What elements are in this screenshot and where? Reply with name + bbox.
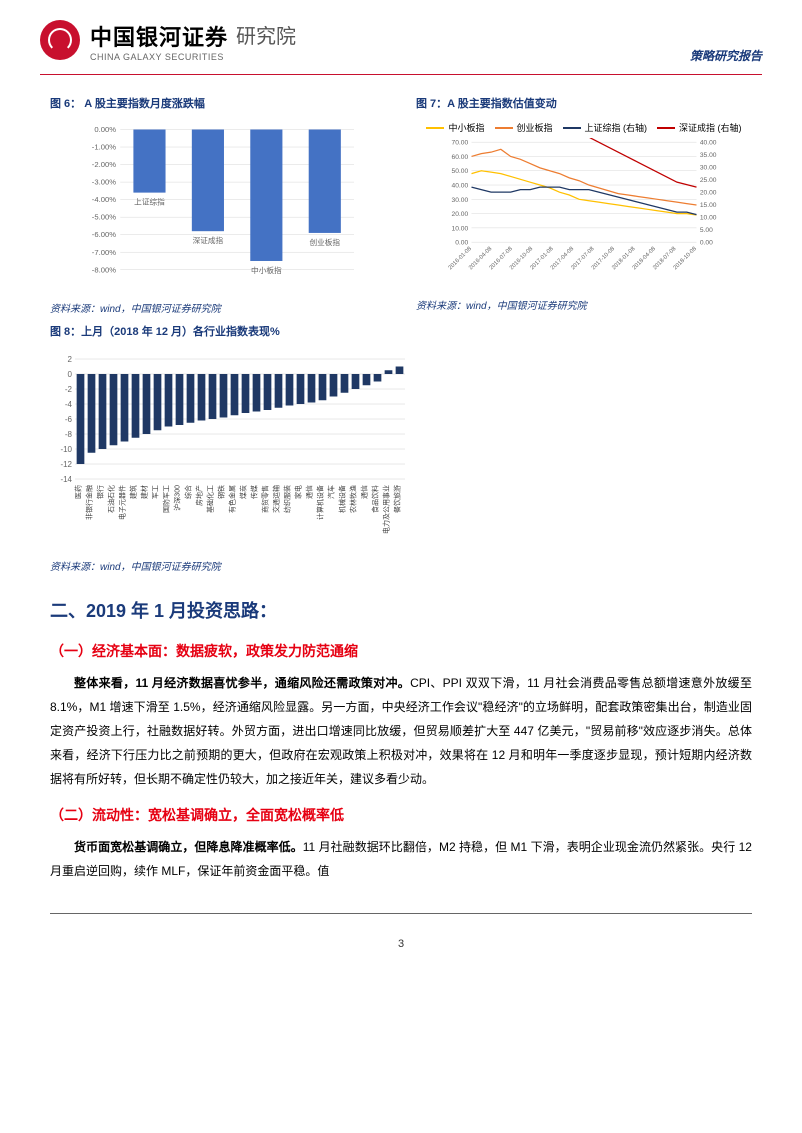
svg-text:交通运输: 交通运输 bbox=[272, 485, 281, 513]
svg-text:20.00: 20.00 bbox=[700, 190, 717, 197]
footer-rule bbox=[50, 913, 752, 914]
page-header: 中国银河证券 CHINA GALAXY SECURITIES 研究院 策略研究报… bbox=[0, 0, 802, 70]
section-2-2-body: 货币面宽松基调确立，但降息降准概率低。11 月社融数据环比翻倍，M2 持稳，但 … bbox=[50, 835, 752, 883]
company-name-en: CHINA GALAXY SECURITIES bbox=[90, 52, 228, 62]
svg-text:40.00: 40.00 bbox=[700, 140, 717, 147]
svg-text:40.00: 40.00 bbox=[451, 183, 468, 190]
svg-text:70.00: 70.00 bbox=[451, 140, 468, 147]
svg-text:-12: -12 bbox=[60, 460, 72, 469]
svg-text:创业板指: 创业板指 bbox=[309, 237, 340, 247]
svg-text:煤炭: 煤炭 bbox=[239, 485, 248, 499]
svg-text:-4.00%: -4.00% bbox=[92, 195, 116, 204]
svg-text:传媒: 传媒 bbox=[250, 485, 259, 499]
svg-text:10.00: 10.00 bbox=[700, 215, 717, 222]
fig8-bar-chart: 2 0 -2 -4 -6 -8 -10 -12 -14医药非银行金融银行石油石化电子元器件建筑建… bbox=[50, 349, 410, 549]
svg-text:非银行金融: 非银行金融 bbox=[85, 485, 94, 520]
svg-text:家电: 家电 bbox=[294, 485, 303, 499]
doc-type-label: 策略研究报告 bbox=[690, 47, 762, 64]
svg-text:上证综指: 上证综指 bbox=[134, 197, 165, 207]
fig7-title: 图 7：A 股主要指数估值变动 bbox=[416, 95, 752, 111]
svg-text:-6: -6 bbox=[65, 415, 73, 424]
fig7-legend: 中小板指创业板指上证综指 (右轴)深证成指 (右轴) bbox=[416, 121, 752, 134]
svg-text:国防军工: 国防军工 bbox=[162, 485, 171, 513]
svg-text:-2: -2 bbox=[65, 385, 73, 394]
svg-text:-4: -4 bbox=[65, 400, 73, 409]
svg-text:农林牧渔: 农林牧渔 bbox=[349, 485, 358, 513]
svg-text:20.00: 20.00 bbox=[451, 211, 468, 218]
section-2-1-body: 整体来看，11 月经济数据喜忧参半，通缩风险还需政策对冲。CPI、PPI 双双下… bbox=[50, 671, 752, 791]
svg-text:电子元器件: 电子元器件 bbox=[118, 485, 127, 520]
svg-text:50.00: 50.00 bbox=[451, 168, 468, 175]
company-logo-icon bbox=[40, 20, 80, 60]
svg-text:有色金属: 有色金属 bbox=[228, 485, 237, 513]
section-2-2-heading: （二）流动性：宽松基调确立，全面宽松概率低 bbox=[50, 805, 752, 825]
svg-text:-3.00%: -3.00% bbox=[92, 178, 116, 187]
svg-text:通信: 通信 bbox=[360, 485, 369, 499]
svg-text:餐饮旅游: 餐饮旅游 bbox=[393, 485, 402, 513]
svg-text:银行: 银行 bbox=[96, 485, 105, 499]
svg-text:15.00: 15.00 bbox=[700, 202, 717, 209]
svg-text:沪深300: 沪深300 bbox=[173, 485, 182, 511]
svg-text:-10: -10 bbox=[60, 445, 72, 454]
fig6-bar-chart: 0.00% -1.00% -2.00% -3.00% -4.00% -5.00% -6.00… bbox=[50, 121, 386, 291]
svg-text:30.00: 30.00 bbox=[700, 165, 717, 172]
svg-text:25.00: 25.00 bbox=[700, 177, 717, 184]
svg-text:-8.00%: -8.00% bbox=[92, 265, 116, 274]
svg-text:35.00: 35.00 bbox=[700, 152, 717, 159]
section-2-heading: 二、2019 年 1 月投资思路： bbox=[50, 597, 752, 623]
svg-text:纺织服装: 纺织服装 bbox=[283, 485, 292, 513]
svg-text:2: 2 bbox=[68, 355, 73, 364]
svg-text:-6.00%: -6.00% bbox=[92, 230, 116, 239]
figure-8: 图 8：上月（2018 年 12 月）各行业指数表现% 2 0 -2 -4 -6 -8 -1… bbox=[50, 323, 752, 573]
svg-text:机械设备: 机械设备 bbox=[338, 485, 347, 513]
svg-text:0.00: 0.00 bbox=[700, 240, 713, 247]
section-2-1-lead: 整体来看，11 月经济数据喜忧参半，通缩风险还需政策对冲。 bbox=[74, 676, 410, 690]
svg-text:5.00: 5.00 bbox=[700, 227, 713, 234]
svg-text:-2.00%: -2.00% bbox=[92, 160, 116, 169]
institute-label: 研究院 bbox=[236, 20, 296, 49]
section-2-1-heading: （一）经济基本面：数据疲软，政策发力防范通缩 bbox=[50, 641, 752, 661]
svg-text:60.00: 60.00 bbox=[451, 154, 468, 161]
section-2-2-lead: 货币面宽松基调确立，但降息降准概率低。 bbox=[74, 840, 303, 854]
svg-text:电力及公用事业: 电力及公用事业 bbox=[382, 485, 391, 534]
svg-text:深证成指: 深证成指 bbox=[193, 235, 224, 245]
figure-6: 图 6： A 股主要指数月度涨跌幅 0.00% -1.00% -2.00% -3.00… bbox=[50, 95, 386, 315]
svg-text:建筑: 建筑 bbox=[129, 485, 138, 499]
svg-text:石油石化: 石油石化 bbox=[107, 485, 116, 513]
svg-text:计算机设备: 计算机设备 bbox=[316, 485, 325, 520]
svg-text:食品饮料: 食品饮料 bbox=[371, 485, 380, 513]
figure-7: 图 7：A 股主要指数估值变动 中小板指创业板指上证综指 (右轴)深证成指 (右… bbox=[416, 95, 752, 315]
svg-text:-5.00%: -5.00% bbox=[92, 213, 116, 222]
svg-text:医药: 医药 bbox=[74, 485, 83, 499]
fig7-line-chart: 0.00 10.00 20.00 30.00 40.00 50.00 60.00 70.00 0… bbox=[416, 138, 752, 288]
svg-text:商贸零售: 商贸零售 bbox=[261, 485, 270, 513]
svg-text:0.00: 0.00 bbox=[455, 240, 468, 247]
svg-text:钢铁: 钢铁 bbox=[217, 485, 226, 499]
fig6-title: 图 6： A 股主要指数月度涨跌幅 bbox=[50, 95, 386, 111]
svg-text:-8: -8 bbox=[65, 430, 73, 439]
svg-text:30.00: 30.00 bbox=[451, 197, 468, 204]
fig6-source: 资料来源：wind，中国银河证券研究院 bbox=[50, 300, 386, 315]
svg-text:综合: 综合 bbox=[184, 485, 193, 499]
logo-area: 中国银河证券 CHINA GALAXY SECURITIES 研究院 bbox=[40, 20, 762, 62]
svg-text:-14: -14 bbox=[60, 475, 72, 484]
svg-text:基础化工: 基础化工 bbox=[206, 485, 215, 513]
svg-text:通信: 通信 bbox=[305, 485, 314, 499]
svg-text:建材: 建材 bbox=[140, 485, 149, 499]
svg-text:0: 0 bbox=[68, 370, 73, 379]
page-number: 3 bbox=[0, 938, 802, 950]
svg-text:中小板指: 中小板指 bbox=[251, 265, 282, 275]
section-2-1-text: CPI、PPI 双双下滑，11 月社会消费品零售总额增速意外放缓至 8.1%，M… bbox=[50, 676, 752, 786]
svg-text:房地产: 房地产 bbox=[195, 485, 204, 506]
fig8-source: 资料来源：wind，中国银河证券研究院 bbox=[50, 558, 752, 573]
svg-text:-7.00%: -7.00% bbox=[92, 248, 116, 257]
svg-text:汽车: 汽车 bbox=[327, 485, 336, 499]
svg-text:-1.00%: -1.00% bbox=[92, 143, 116, 152]
svg-text:10.00: 10.00 bbox=[451, 225, 468, 232]
company-name-cn: 中国银河证券 bbox=[90, 20, 228, 52]
svg-text:0.00%: 0.00% bbox=[94, 125, 116, 134]
svg-text:军工: 军工 bbox=[152, 485, 160, 499]
fig7-source: 资料来源：wind，中国银河证券研究院 bbox=[416, 297, 752, 312]
fig8-title: 图 8：上月（2018 年 12 月）各行业指数表现% bbox=[50, 323, 752, 339]
